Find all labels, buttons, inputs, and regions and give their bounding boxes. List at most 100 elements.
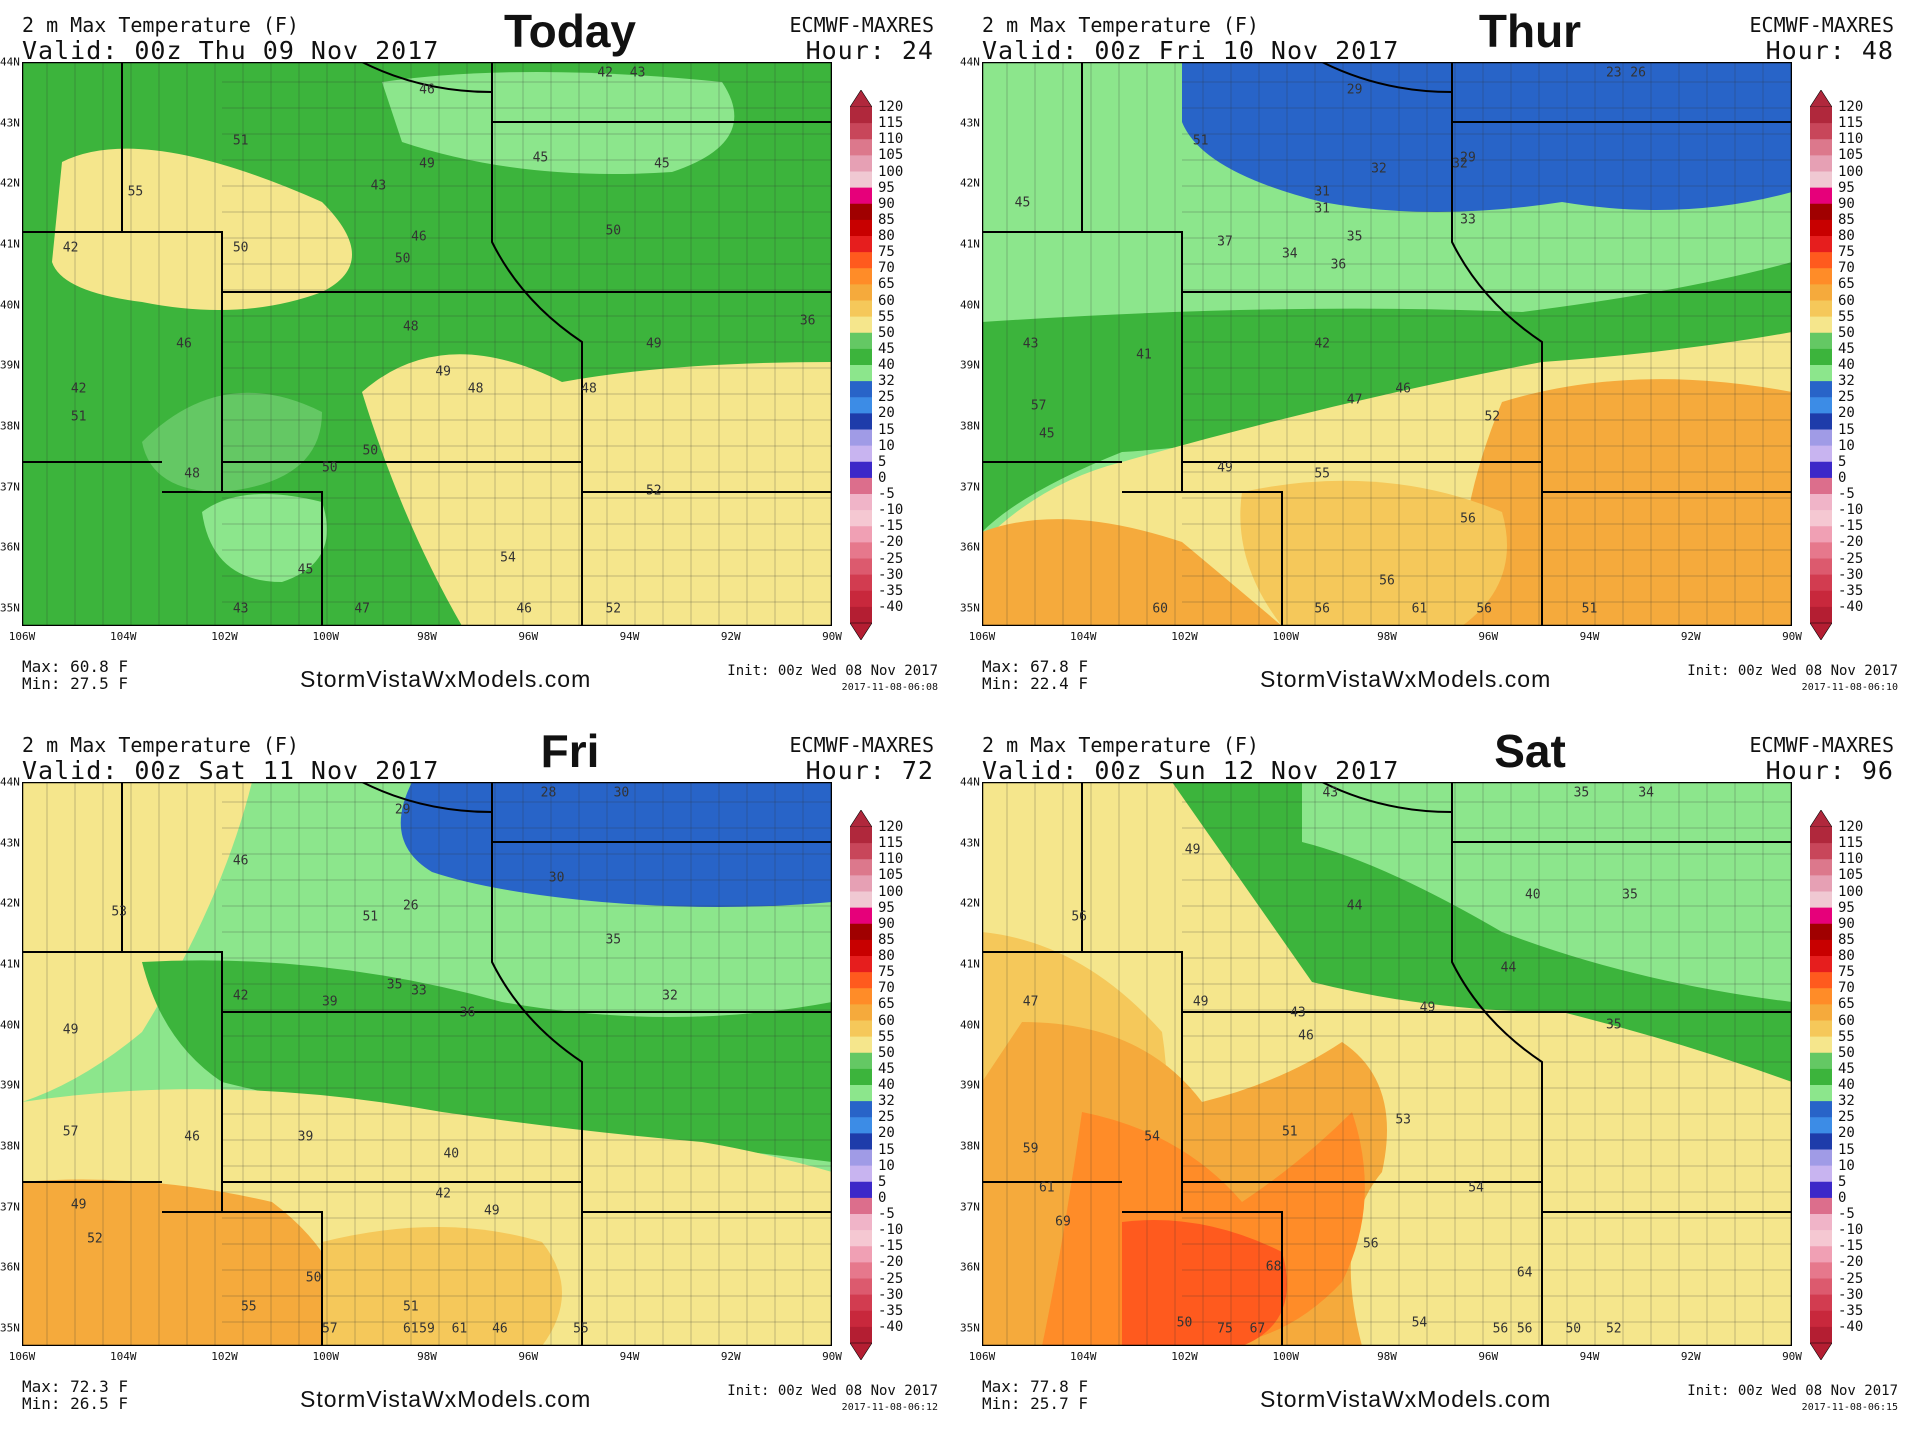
site-credit: StormVistaWxModels.com — [300, 1386, 592, 1412]
max-min-block: Max: 60.8 F Min: 27.5 F — [22, 658, 128, 692]
color-scale-swatch — [1810, 203, 1832, 221]
longitude-label: 94W — [1579, 1350, 1600, 1363]
station-value: 45 — [654, 156, 670, 172]
longitude-label: 98W — [417, 1350, 437, 1363]
latitude-label: 44N — [960, 55, 980, 69]
color-scale-value: 20 — [1838, 1125, 1855, 1142]
color-scale-swatch — [850, 972, 872, 989]
color-scale-swatch — [1810, 1326, 1832, 1344]
color-scale-swatch — [1810, 316, 1832, 334]
state-border — [982, 62, 1792, 626]
color-scale-swatch — [1810, 1278, 1832, 1296]
color-scale-swatch — [1810, 891, 1832, 909]
longitude-label: 92W — [1680, 1350, 1701, 1363]
latitude-label: 36N — [0, 540, 20, 554]
color-scale-value: -40 — [1838, 598, 1864, 615]
latitude-label: 40N — [960, 298, 980, 312]
color-scale-swatch — [1810, 413, 1832, 430]
temperature-region — [52, 148, 352, 310]
color-scale-value: 95 — [878, 179, 895, 196]
color-scale-value: 60 — [1838, 292, 1855, 309]
color-scale-value: 40 — [1838, 357, 1855, 373]
color-scale-swatch — [1810, 1294, 1832, 1312]
color-scale-swatch — [850, 203, 872, 221]
map-title-block: 2 m Max Temperature (F) Valid: 00z Sun 1… — [982, 732, 1399, 785]
state-border — [982, 782, 1792, 1346]
latitude-label: 35N — [0, 601, 20, 615]
run-timestamp: 2017-11-08-06:08 — [841, 682, 938, 693]
station-value: 46 — [184, 1129, 200, 1145]
color-scale-value: -40 — [878, 598, 904, 615]
color-scale-swatch — [1810, 1068, 1832, 1086]
station-value: 48 — [467, 381, 484, 397]
color-scale-value: 50 — [878, 1044, 895, 1061]
color-scale-value: 15 — [1838, 421, 1855, 438]
station-value: 67 — [1249, 1321, 1266, 1337]
init-block: Init: 00z Wed 08 Nov 2017 2017-11-08-06:0… — [727, 664, 938, 695]
temperature-region — [982, 519, 1282, 626]
map-field — [22, 62, 832, 626]
color-scale-value: 120 — [1838, 99, 1864, 115]
color-scale-swatch — [1810, 1004, 1832, 1021]
station-value: 64 — [1516, 1265, 1533, 1281]
station-value: 49 — [1192, 994, 1209, 1010]
color-scale-value: 25 — [1838, 1109, 1855, 1126]
color-scale-value: -25 — [878, 1270, 904, 1287]
station-value: 75 — [1217, 1321, 1233, 1337]
color-scale-swatch — [850, 381, 872, 398]
latitude-label: 43N — [0, 116, 20, 130]
station-value: 50 — [321, 460, 338, 476]
color-scale-swatch — [1810, 1101, 1832, 1118]
color-scale-value: -35 — [878, 582, 904, 599]
color-scale-value: 75 — [1838, 964, 1855, 981]
station-value: 52 — [87, 1231, 103, 1247]
color-scale-value: 90 — [878, 915, 895, 932]
station-value: 46 — [516, 601, 533, 617]
station-value: 32 — [662, 988, 678, 1004]
color-scale-value: 50 — [878, 324, 895, 341]
init-time: Init: 00z Wed 08 Nov 2017 — [727, 1383, 938, 1399]
station-value: 51 — [70, 409, 87, 425]
color-scale-swatch — [1810, 1117, 1832, 1134]
station-value: 31 — [1314, 201, 1331, 217]
latitude-label: 39N — [0, 358, 20, 372]
station-value: 42 — [70, 381, 87, 397]
color-scale-value: 5 — [878, 1173, 887, 1190]
station-value: 54 — [500, 550, 516, 566]
color-scale-value: 70 — [878, 980, 895, 997]
color-scale-swatch — [850, 1036, 872, 1054]
color-scale-swatch — [850, 590, 872, 608]
station-value: 50 — [1565, 1321, 1582, 1337]
color-scale-swatch — [850, 1052, 872, 1070]
color-scale-value: 10 — [878, 437, 895, 454]
station-value: 49 — [1184, 842, 1201, 858]
station-value: 48 — [402, 319, 419, 335]
map-frame — [22, 782, 832, 1346]
color-scale-value: -25 — [1838, 550, 1864, 567]
station-value: 52 — [645, 483, 662, 499]
station-value: 52 — [1484, 409, 1501, 425]
longitude-label: 106W — [8, 630, 36, 643]
station-value: 61 — [402, 1321, 419, 1337]
station-value: 46 — [1395, 381, 1412, 397]
latitude-label: 36N — [960, 1260, 980, 1274]
model-block: ECMWF-MAXRES Hour: 48 — [1750, 12, 1895, 65]
temperature-region — [322, 1227, 562, 1346]
station-value: 47 — [354, 601, 371, 617]
station-value: 56 — [1476, 601, 1493, 617]
longitude-label: 98W — [1377, 1350, 1397, 1363]
color-scale-value: -30 — [878, 566, 904, 583]
color-scale-value: 20 — [1838, 405, 1855, 422]
station-value: 52 — [1605, 1321, 1622, 1337]
color-scale-value: 90 — [1838, 195, 1855, 212]
latitude-label: 35N — [960, 601, 980, 615]
color-scale-swatch — [1810, 939, 1832, 957]
color-scale-value: 105 — [1838, 867, 1864, 884]
color-scale-value: -5 — [878, 486, 895, 502]
color-scale-value: 115 — [1838, 115, 1864, 132]
color-scale-swatch — [850, 988, 872, 1005]
color-scale-value: 85 — [878, 931, 895, 948]
station-value: 46 — [176, 336, 192, 352]
color-scale-value: 120 — [878, 99, 904, 115]
color-scale-value: 105 — [878, 867, 904, 884]
